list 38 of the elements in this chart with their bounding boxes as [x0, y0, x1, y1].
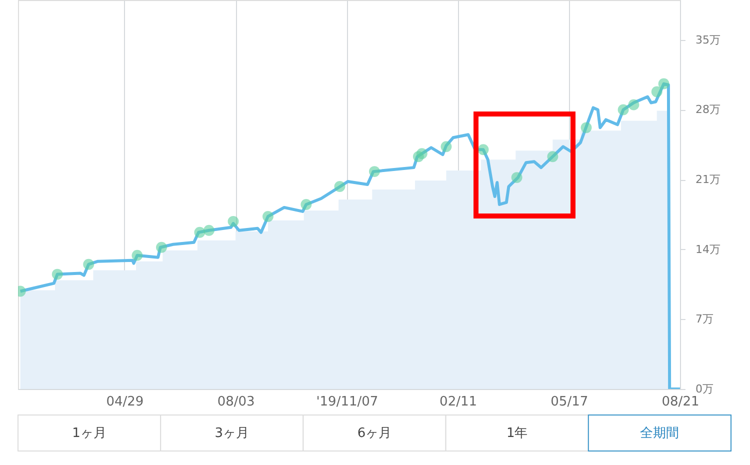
y-tick-label: 28万 [696, 103, 720, 116]
text: 1年 [506, 426, 528, 441]
text: 3ヶ月 [214, 426, 250, 441]
point [203, 224, 214, 236]
text: 6ヶ月 [357, 426, 392, 441]
point [83, 258, 94, 270]
point [300, 199, 312, 210]
x-tick-label: 08/21 [662, 394, 700, 410]
x-tick-label: 04/29 [106, 394, 144, 410]
point [618, 104, 629, 116]
y-tick-label: 7万 [696, 312, 714, 326]
y-tick-label: 0万 [696, 382, 714, 396]
point [478, 144, 489, 156]
y-tick-label: 21万 [696, 173, 720, 186]
point [658, 78, 670, 90]
point [580, 122, 592, 134]
x-tick-label: '19/11/07 [316, 394, 378, 410]
point [628, 99, 640, 110]
text: 1ヶ月 [72, 426, 106, 441]
point [416, 148, 428, 160]
x-tick-label: 08/03 [217, 394, 255, 410]
point [334, 181, 346, 192]
point [511, 172, 522, 184]
y-tick-label: 14万 [696, 242, 720, 256]
y-tick-label: 35万 [696, 33, 720, 46]
x-tick-label: 02/11 [440, 394, 478, 410]
x-tick-label: 05/17 [550, 394, 588, 410]
point [368, 166, 380, 178]
point [52, 268, 63, 280]
text: 全期間 [640, 426, 680, 441]
point [262, 210, 274, 222]
point [651, 86, 662, 98]
point [228, 216, 239, 227]
point [156, 242, 167, 253]
point [194, 226, 206, 238]
point [132, 250, 143, 261]
point [440, 141, 452, 152]
point [547, 151, 558, 162]
